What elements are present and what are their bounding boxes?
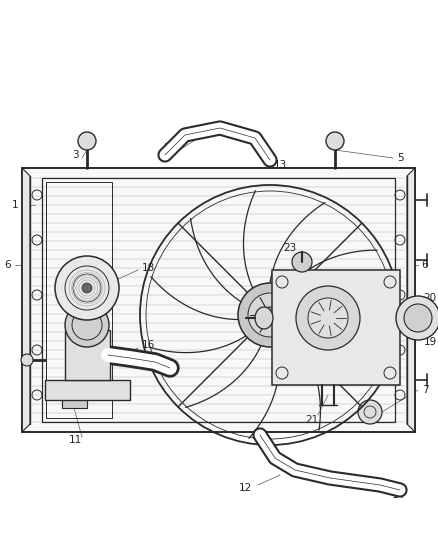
Circle shape bbox=[262, 307, 278, 323]
Text: 14: 14 bbox=[392, 490, 405, 500]
Text: 11: 11 bbox=[68, 435, 81, 445]
Text: 13: 13 bbox=[273, 160, 286, 170]
Circle shape bbox=[238, 283, 302, 347]
Circle shape bbox=[82, 283, 92, 293]
Text: 6: 6 bbox=[422, 260, 428, 270]
Circle shape bbox=[326, 132, 344, 150]
Circle shape bbox=[292, 252, 312, 272]
Text: 1: 1 bbox=[12, 200, 18, 210]
Circle shape bbox=[55, 256, 119, 320]
Circle shape bbox=[404, 304, 432, 332]
Text: 7: 7 bbox=[422, 385, 428, 395]
Circle shape bbox=[248, 293, 292, 337]
Text: 12: 12 bbox=[238, 483, 251, 493]
Circle shape bbox=[296, 286, 360, 350]
Text: 16: 16 bbox=[141, 340, 155, 350]
Text: 19: 19 bbox=[424, 337, 437, 347]
Circle shape bbox=[308, 298, 348, 338]
Text: 6: 6 bbox=[5, 260, 11, 270]
Polygon shape bbox=[22, 168, 415, 432]
Text: 20: 20 bbox=[424, 293, 437, 303]
Polygon shape bbox=[62, 390, 87, 408]
Polygon shape bbox=[22, 168, 30, 432]
Circle shape bbox=[396, 296, 438, 340]
Text: 21: 21 bbox=[305, 415, 318, 425]
Text: 22: 22 bbox=[244, 313, 257, 323]
Polygon shape bbox=[45, 380, 130, 400]
Polygon shape bbox=[65, 330, 110, 380]
Circle shape bbox=[21, 354, 33, 366]
Text: 3: 3 bbox=[72, 150, 78, 160]
Circle shape bbox=[78, 132, 96, 150]
Text: 5: 5 bbox=[397, 153, 403, 163]
Text: 14: 14 bbox=[163, 143, 177, 153]
Circle shape bbox=[65, 303, 109, 347]
Text: 18: 18 bbox=[141, 263, 155, 273]
Polygon shape bbox=[407, 168, 415, 432]
Circle shape bbox=[358, 400, 382, 424]
Polygon shape bbox=[272, 270, 400, 385]
Ellipse shape bbox=[255, 307, 273, 329]
Text: 23: 23 bbox=[283, 243, 297, 253]
